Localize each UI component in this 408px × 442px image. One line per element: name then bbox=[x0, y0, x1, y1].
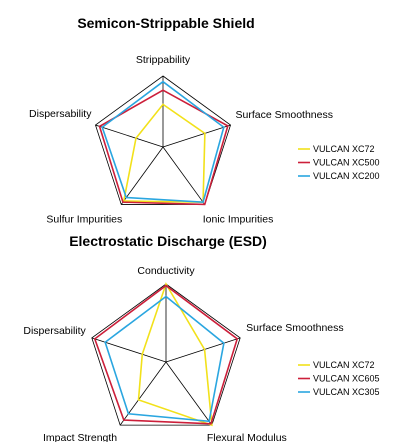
axis-label-impact-strength: Impact Strength bbox=[43, 432, 117, 442]
axis-label-flexural-modulus: Flexural Modulus bbox=[207, 432, 287, 442]
series-vulcan-xc72 bbox=[122, 103, 206, 203]
spoke-impact-strength bbox=[119, 361, 167, 426]
legend-label-vulcan-xc605: VULCAN XC605 bbox=[313, 374, 380, 384]
spoke-dispersability bbox=[91, 337, 167, 363]
axis-label-surface-smoothness: Surface Smoothness bbox=[236, 109, 333, 121]
radar-chart-semicon: Semicon-Strippable Shield Strippability Su… bbox=[29, 15, 379, 225]
series-vulcan-xc200 bbox=[101, 80, 225, 203]
chart-title: Semicon-Strippable Shield bbox=[77, 15, 254, 31]
axis-label-conductivity: Conductivity bbox=[137, 265, 195, 277]
axis-label-sulfur-impurities: Sulfur Impurities bbox=[46, 213, 122, 225]
axis-label-surface-smoothness: Surface Smoothness bbox=[246, 322, 343, 334]
radar-frame bbox=[91, 283, 241, 426]
axis-label-dispersability: Dispersability bbox=[29, 108, 92, 120]
radar-frame bbox=[95, 75, 231, 205]
spoke-ionic-impurities bbox=[162, 146, 206, 205]
axis-label-dispersability: Dispersability bbox=[23, 325, 86, 337]
spoke-surface-smoothness bbox=[165, 337, 241, 363]
spoke-flexural-modulus bbox=[165, 361, 213, 426]
radar-chart-esd: Electrostatic Discharge (ESD) Conductivit… bbox=[23, 233, 379, 442]
spoke-surface-smoothness bbox=[162, 124, 231, 148]
legend-label-vulcan-xc305: VULCAN XC305 bbox=[313, 387, 380, 397]
axis-label-strippability: Strippability bbox=[136, 54, 191, 66]
series-vulcan-xc72 bbox=[137, 282, 213, 427]
series-vulcan-xc605 bbox=[93, 284, 239, 425]
chart-title: Electrostatic Discharge (ESD) bbox=[69, 233, 267, 249]
legend-label-vulcan-xc72: VULCAN XC72 bbox=[313, 360, 375, 370]
spoke-dispersability bbox=[95, 124, 164, 148]
series-vulcan-xc305 bbox=[104, 295, 225, 423]
legend-label-vulcan-xc500: VULCAN XC500 bbox=[313, 158, 380, 168]
legend-label-vulcan-xc200: VULCAN XC200 bbox=[313, 171, 380, 181]
spoke-sulfur-impurities bbox=[120, 146, 164, 205]
legend-label-vulcan-xc72: VULCAN XC72 bbox=[313, 144, 375, 154]
axis-label-ionic-impurities: Ionic Impurities bbox=[203, 213, 274, 225]
